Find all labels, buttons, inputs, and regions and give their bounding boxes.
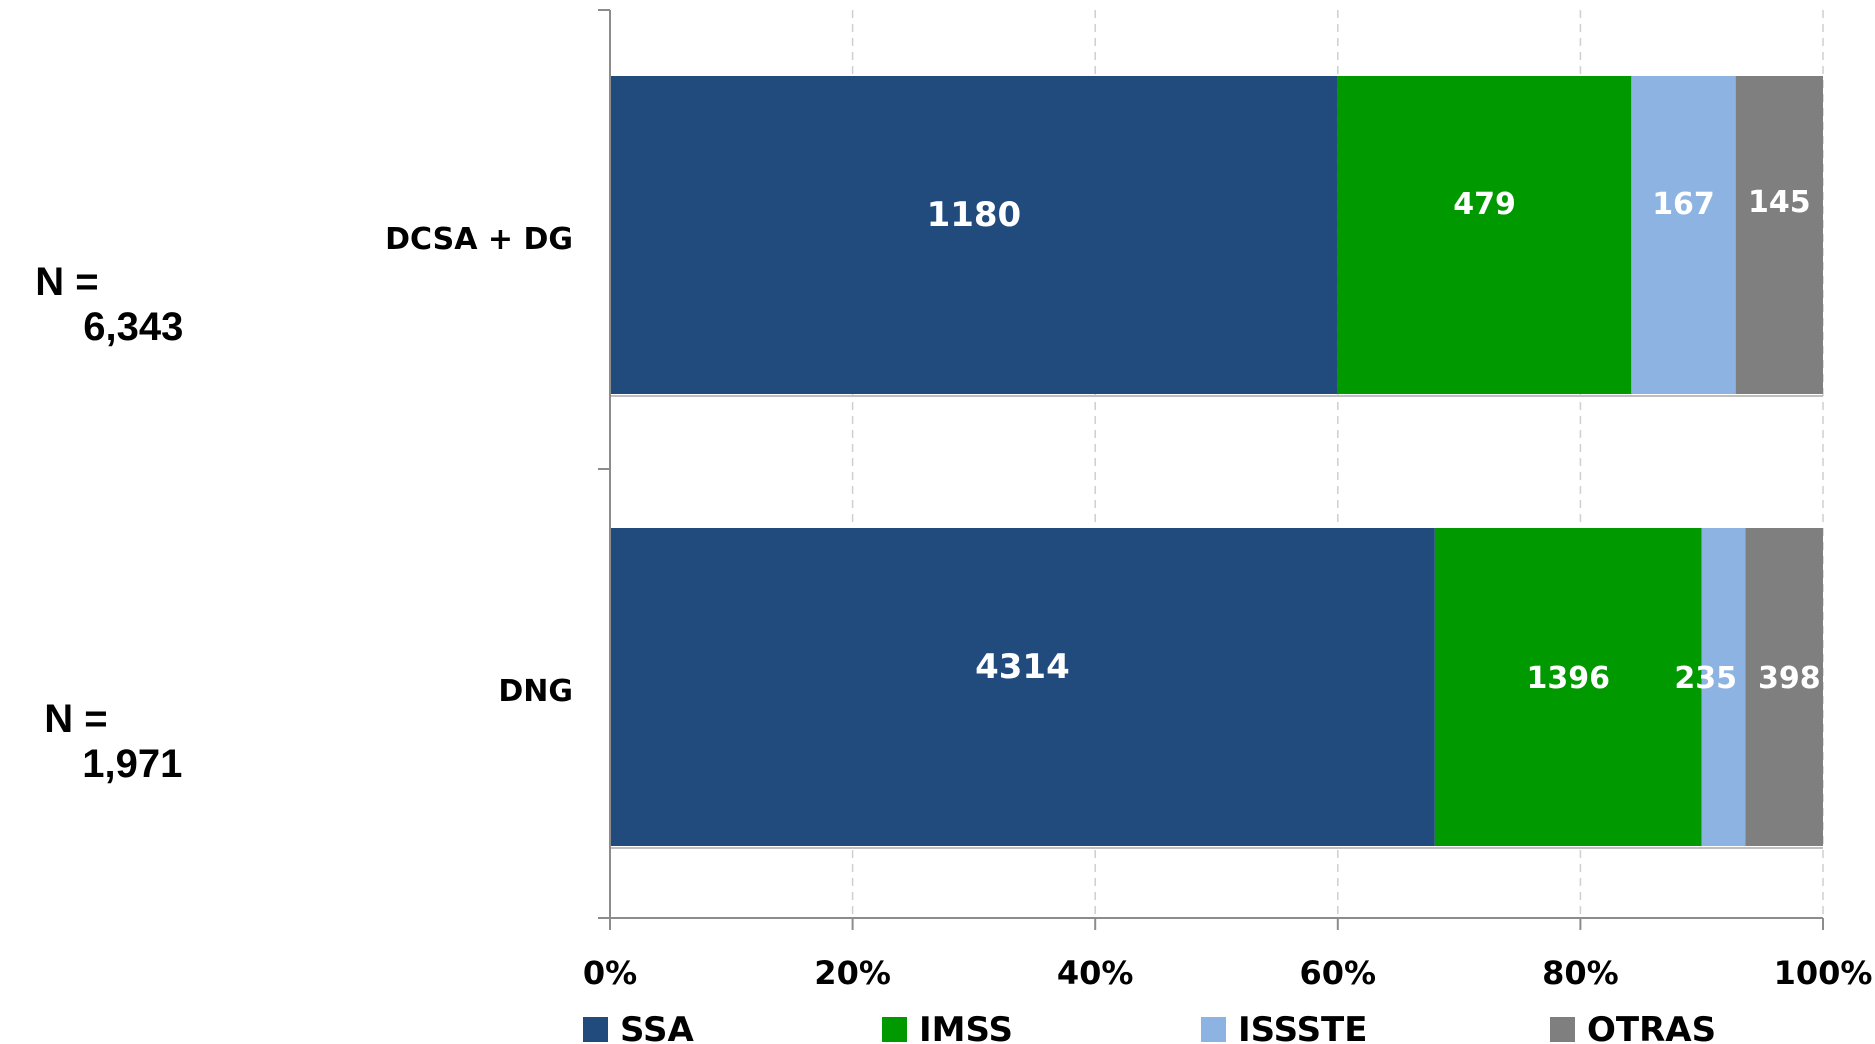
legend-swatch-otras	[1550, 1017, 1575, 1042]
legend-label-imss: IMSS	[919, 1010, 1013, 1044]
data-label: 1180	[927, 195, 1022, 235]
x-tick-label: 0%	[583, 954, 637, 992]
bar-segment-issste	[1701, 528, 1746, 846]
axes	[598, 9, 1824, 930]
bar-segment-ssa	[610, 528, 1435, 846]
bar-segment-otras	[1735, 76, 1823, 394]
n-value: 6,343	[83, 305, 184, 349]
tick-labels: 0% 20% 40% 60% 80% 100%	[583, 954, 1873, 992]
legend-label-ssa: SSA	[620, 1010, 694, 1044]
bar-segment-imss	[1337, 76, 1632, 394]
bar-segment-ssa	[610, 76, 1338, 394]
bar-segment-imss	[1434, 528, 1702, 846]
data-label: 1396	[1527, 661, 1611, 696]
legend: SSA IMSS ISSSTE OTRAS	[583, 1010, 1716, 1044]
n-label-1: N = 6,343	[13, 215, 183, 350]
n-value: 1,971	[82, 742, 183, 786]
legend-swatch-ssa	[583, 1017, 608, 1042]
data-label: 235	[1674, 661, 1737, 696]
data-label: 167	[1652, 187, 1715, 222]
x-tick-label: 60%	[1300, 954, 1377, 992]
legend-label-otras: OTRAS	[1587, 1010, 1716, 1044]
data-label: 4314	[975, 647, 1070, 687]
x-tick-label: 100%	[1774, 954, 1873, 992]
legend-swatch-issste	[1201, 1017, 1226, 1042]
n-prefix: N =	[35, 260, 99, 304]
legend-label-issste: ISSSTE	[1238, 1010, 1367, 1044]
data-labels: DCSA + DG DNG 1180 479 167 145 4314 1396 235 398	[385, 185, 1821, 709]
bar-segment-issste	[1631, 76, 1736, 394]
x-tick-label: 20%	[814, 954, 891, 992]
n-prefix: N =	[44, 697, 108, 741]
category-label: DNG	[498, 674, 573, 709]
bars	[610, 76, 1823, 849]
n-label-2: N = 1,971	[22, 652, 182, 787]
data-label: 145	[1748, 185, 1811, 220]
data-label: 479	[1453, 187, 1516, 222]
x-tick-label: 40%	[1057, 954, 1134, 992]
bar-segment-otras	[1745, 528, 1823, 846]
category-label: DCSA + DG	[385, 222, 573, 257]
x-tick-label: 80%	[1542, 954, 1619, 992]
data-label: 398	[1758, 661, 1821, 696]
legend-swatch-imss	[882, 1017, 907, 1042]
